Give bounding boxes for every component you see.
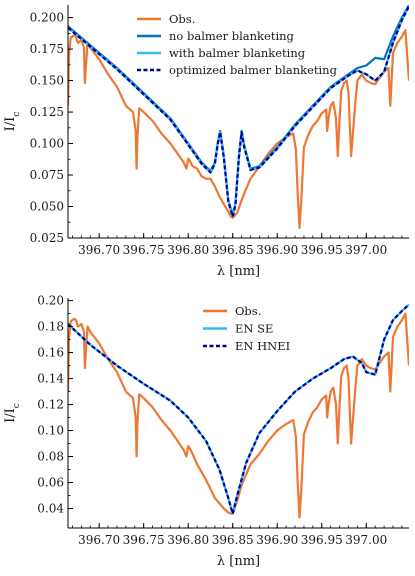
y-tick-label: 0.06 bbox=[37, 476, 64, 490]
y-tick-label: 0.08 bbox=[37, 450, 64, 464]
y-tick-label: 0.200 bbox=[30, 11, 64, 25]
series-line-en-hnei bbox=[68, 303, 409, 515]
series-group bbox=[68, 5, 409, 229]
y-tick-label: 0.14 bbox=[37, 372, 64, 386]
y-tick-label: 0.10 bbox=[37, 424, 64, 438]
series-line-optimized-balmer-blanketing bbox=[68, 5, 409, 218]
x-axis-label: λ [nm] bbox=[217, 554, 260, 569]
legend-label: EN HNEI bbox=[235, 339, 290, 353]
legend: Obs. no balmer blanketing with balmer blan… bbox=[137, 12, 338, 77]
x-tick-label: 396.75 bbox=[123, 243, 165, 257]
y-tick-label: 0.12 bbox=[37, 398, 64, 412]
x-tick-label: 397.00 bbox=[345, 533, 387, 547]
x-tick-label: 397.00 bbox=[345, 243, 387, 257]
chart-panel-2: 396.70 396.75 396.80 396.85 396.90 396.95 397.… bbox=[3, 294, 409, 569]
series-group bbox=[68, 303, 409, 519]
x-tick-label: 396.80 bbox=[167, 533, 209, 547]
series-line-obs- bbox=[68, 312, 409, 519]
x-tick-label: 396.70 bbox=[78, 243, 120, 257]
legend-label: with balmer blanketing bbox=[169, 46, 306, 60]
y-tick-label: 0.150 bbox=[30, 74, 64, 88]
x-tick-label: 396.85 bbox=[212, 533, 254, 547]
y-tick-label: 0.025 bbox=[30, 231, 64, 245]
y-tick-label: 0.16 bbox=[37, 346, 64, 360]
chart-panel-1: 396.70 396.75 396.80 396.85 396.90 396.95 397.… bbox=[3, 5, 409, 279]
legend-label: no balmer blanketing bbox=[169, 29, 295, 43]
series-line-obs- bbox=[68, 29, 409, 229]
y-tick-label: 0.050 bbox=[30, 200, 64, 214]
x-tick-label: 396.95 bbox=[301, 533, 343, 547]
legend-label: optimized balmer blanketing bbox=[169, 63, 338, 77]
x-tick-label: 396.75 bbox=[123, 533, 165, 547]
y-tick-label: 0.20 bbox=[37, 294, 64, 308]
legend: Obs. EN SE EN HNEI bbox=[203, 304, 290, 353]
y-tick-label: 0.125 bbox=[30, 105, 64, 119]
y-tick-label: 0.100 bbox=[30, 137, 64, 151]
x-tick-label: 396.80 bbox=[167, 243, 209, 257]
x-tick-label: 396.90 bbox=[256, 243, 298, 257]
y-axis-label: I/Ic bbox=[3, 112, 22, 132]
y-axis-label: I/Ic bbox=[3, 403, 22, 423]
x-axis-label: λ [nm] bbox=[217, 264, 260, 279]
y-tick-label: 0.175 bbox=[30, 42, 64, 56]
x-tick-label: 396.95 bbox=[301, 243, 343, 257]
series-line-en-se bbox=[68, 303, 409, 515]
legend-label: Obs. bbox=[235, 304, 261, 318]
y-tick-label: 0.04 bbox=[37, 502, 64, 516]
legend-label: EN SE bbox=[235, 322, 273, 336]
x-tick-label: 396.85 bbox=[212, 243, 254, 257]
y-tick-label: 0.075 bbox=[30, 168, 64, 182]
x-tick-label: 396.90 bbox=[256, 533, 298, 547]
x-tick-label: 396.70 bbox=[78, 533, 120, 547]
legend-label: Obs. bbox=[169, 12, 195, 26]
y-tick-label: 0.18 bbox=[37, 320, 64, 334]
